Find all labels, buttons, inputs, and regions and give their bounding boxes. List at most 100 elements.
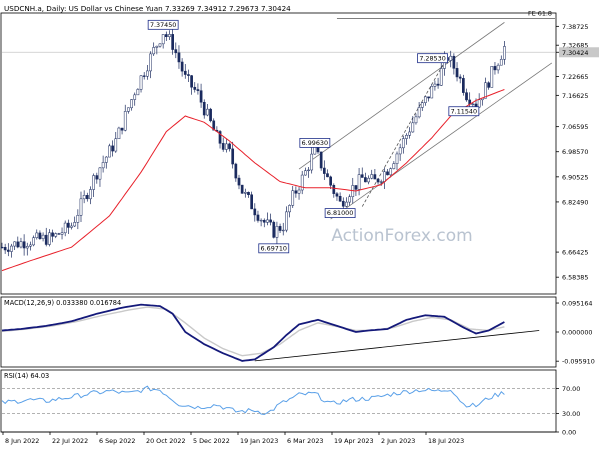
candle-body (16, 241, 20, 248)
candle-body (199, 90, 203, 103)
candle-body (405, 135, 408, 139)
candle-body (364, 177, 367, 183)
candle-body (193, 86, 197, 90)
candle-body (76, 215, 80, 223)
candle-body (104, 156, 108, 163)
price-axis-label: 7.32685 (562, 42, 588, 50)
price-axis-label: 6.66425 (562, 249, 588, 257)
current-price-label: 7.30424 (562, 49, 588, 57)
candle-body (161, 34, 165, 45)
candle-body (139, 75, 143, 90)
candle-body (237, 177, 241, 186)
candle-body (278, 226, 282, 231)
candle-body (281, 229, 285, 232)
macd-title: MACD(12,26,9) 0.033380 0.016784 (4, 299, 121, 307)
price-axis-label: 6.90525 (562, 173, 588, 181)
x-axis: 8 Jun 2022 22 Jul 2022 6 Sep 2022 20 Oct 20… (1, 431, 556, 445)
candle-body (85, 195, 89, 200)
rsi-axis-label: 30.00 (562, 410, 580, 418)
candle-body (158, 43, 162, 47)
candle-body (54, 233, 58, 237)
candle-body (338, 195, 342, 202)
ema-line (1, 89, 505, 272)
candle-body (373, 174, 377, 180)
price-label-text: 7.28530 (419, 54, 445, 62)
candle-body (360, 174, 364, 178)
candle-body (190, 75, 193, 88)
candle-body (152, 47, 156, 55)
candle-body (319, 151, 323, 169)
candle-body (221, 143, 225, 150)
price-label-text: 6.81000 (327, 209, 353, 217)
candle-body (120, 127, 124, 131)
price-label-text: 7.37450 (150, 21, 176, 29)
candle-body (89, 189, 92, 200)
channel-dashed-line (361, 56, 448, 207)
candle-body (32, 237, 35, 246)
candle-body (291, 190, 295, 206)
x-axis-label: 5 Dec 2022 (193, 437, 230, 445)
macd-signal-line (1, 306, 505, 357)
candle-body (430, 86, 434, 99)
price-axis-label: 7.16625 (562, 92, 588, 100)
candle-body (146, 70, 149, 77)
candle-body (458, 76, 462, 79)
price-label-box (258, 243, 290, 254)
candle-body (484, 82, 487, 99)
candle-body (209, 108, 212, 122)
macd-pane: MACD(12,26,9) 0.033380 0.016784 0.095164 0… (0, 296, 595, 368)
candle-body (22, 241, 26, 249)
candle-body (231, 148, 235, 165)
candle-body (60, 232, 64, 235)
candle-body (499, 59, 503, 66)
x-axis-label: 6 Sep 2022 (99, 437, 135, 445)
x-axis-label: 18 Jul 2023 (428, 437, 464, 445)
candle-body (452, 55, 456, 69)
candle-body (411, 122, 415, 133)
current-price-tag (559, 47, 599, 58)
candle-body (383, 171, 386, 182)
candle-body (465, 92, 468, 101)
candle-body (389, 168, 393, 176)
price-label-text: 6.69710 (261, 244, 287, 252)
candle-body (67, 222, 70, 228)
candle-body (392, 163, 396, 169)
candle-body (493, 66, 497, 71)
candle-body (164, 34, 168, 37)
candle-body (288, 205, 291, 213)
candle-body (127, 107, 130, 112)
price-label-box (448, 106, 480, 117)
candle-body (250, 194, 253, 210)
candle-body (155, 45, 159, 48)
candle-body (171, 34, 174, 50)
candle-body (417, 107, 421, 118)
channel-upper-line (298, 22, 505, 170)
candle-body (177, 52, 181, 63)
candle-body (272, 221, 276, 238)
candle-body (266, 219, 269, 223)
candle-body (111, 145, 114, 152)
candle-body (285, 211, 288, 231)
candle-body (455, 68, 459, 78)
candle-body (414, 116, 418, 124)
price-axis-label: 6.58385 (562, 274, 588, 282)
candle-body (247, 192, 250, 195)
candle-body (376, 178, 380, 183)
price-label-text: 7.11540 (451, 107, 477, 115)
candle-body (348, 196, 351, 203)
x-axis-label: 2 Jun 2023 (381, 437, 415, 445)
channel-lower-line (330, 62, 553, 220)
candle-body (307, 169, 310, 172)
candle-body (433, 83, 437, 87)
rsi-axis-label: 0.00 (562, 429, 576, 437)
candle-body (180, 61, 184, 72)
candle-body (304, 170, 307, 176)
candle-body (487, 82, 490, 88)
candle-body (262, 219, 266, 223)
candle-body (183, 70, 187, 75)
macd-trendline (254, 330, 540, 362)
x-axis-label: 6 Mar 2023 (287, 437, 323, 445)
rsi-title: RSI(14) 64.03 (4, 372, 49, 380)
candle-body (57, 233, 61, 235)
candle-body (471, 103, 475, 106)
